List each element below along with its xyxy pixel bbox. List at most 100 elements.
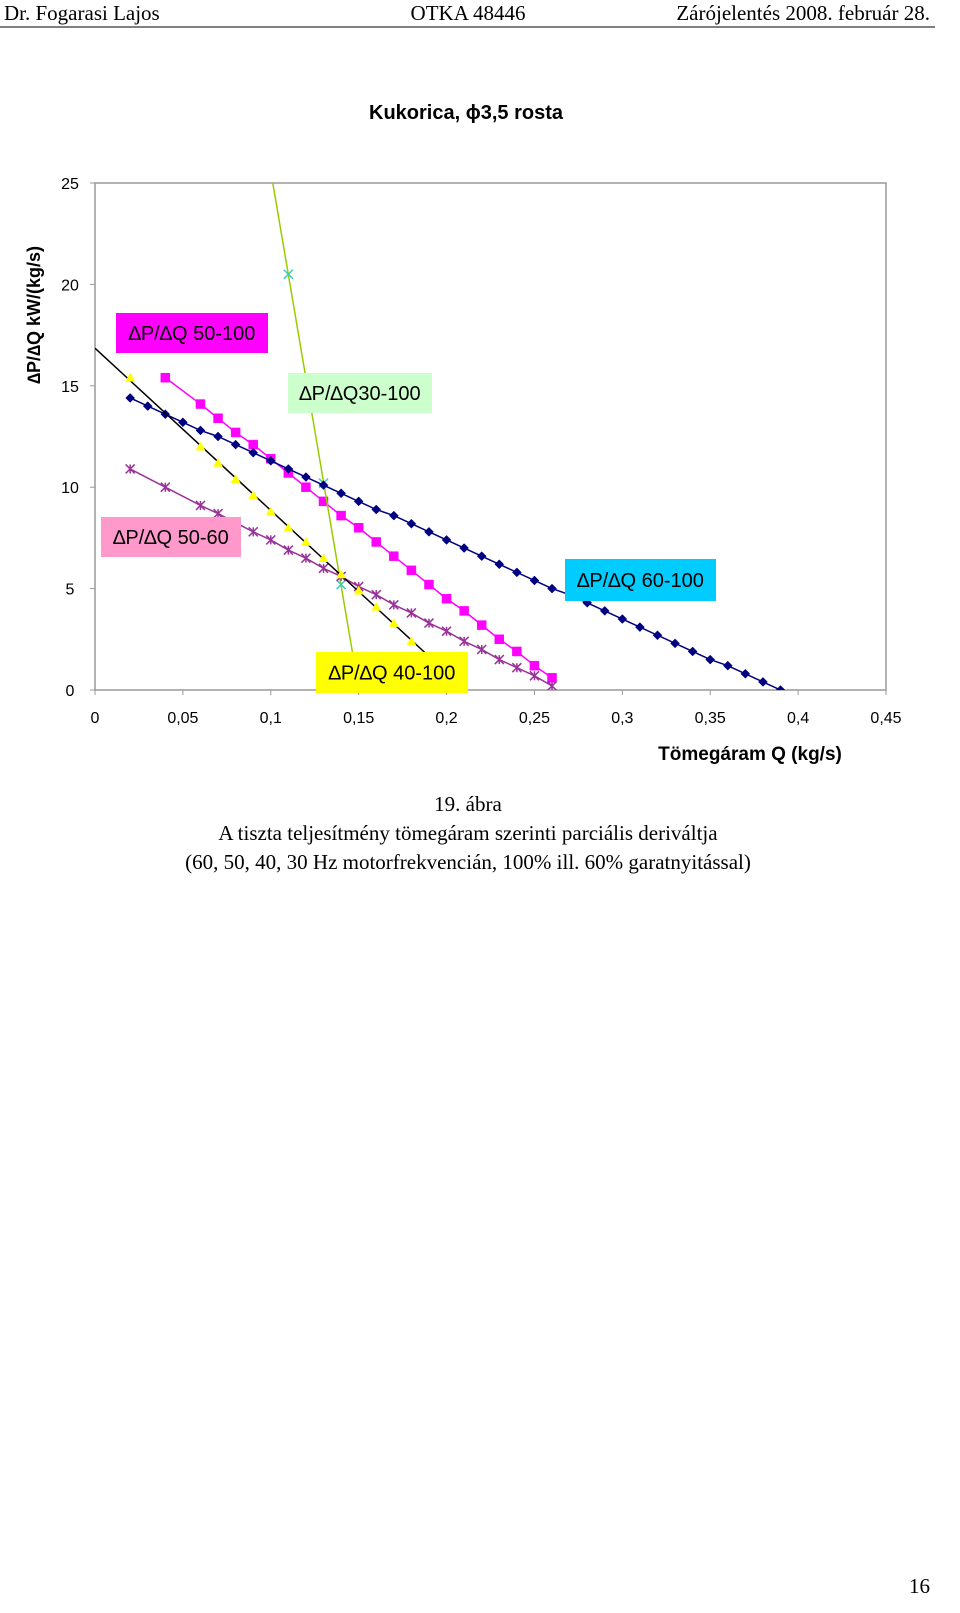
data-point — [125, 372, 136, 382]
y-axis-title: ∆P/∆Q kW/(kg/s) — [24, 246, 44, 384]
data-point — [687, 646, 698, 657]
y-tick-label: 10 — [61, 480, 79, 497]
data-point — [547, 673, 557, 683]
data-point — [459, 606, 469, 616]
data-point — [441, 535, 452, 545]
caption-line: A tiszta teljesítmény tömegáram szerinti… — [218, 821, 718, 845]
data-point — [423, 618, 435, 629]
data-point — [529, 660, 540, 671]
x-tick-label: 0,35 — [695, 710, 726, 727]
data-point — [406, 518, 417, 529]
data-point — [389, 551, 399, 561]
series-label-box — [116, 313, 268, 353]
caption-line: (60, 50, 40, 30 Hz motorfrekvencián, 100… — [185, 850, 751, 874]
data-point — [336, 579, 347, 590]
data-point — [301, 482, 311, 492]
data-point — [529, 575, 540, 586]
data-point — [125, 393, 136, 403]
data-point — [265, 506, 276, 516]
data-point — [283, 522, 294, 532]
data-point — [670, 638, 680, 649]
data-point — [195, 500, 206, 511]
data-point — [511, 662, 522, 673]
data-point — [195, 425, 206, 436]
data-point — [617, 614, 628, 624]
data-point — [388, 510, 399, 521]
data-point — [459, 543, 469, 553]
x-tick-label: 0,4 — [787, 710, 809, 727]
series-label: ∆P/∆Q 60-100 — [577, 570, 704, 592]
data-point — [494, 559, 505, 570]
data-point — [318, 553, 329, 563]
data-point — [353, 585, 364, 595]
series-label: ∆P/∆Q 50-60 — [113, 527, 229, 549]
data-point — [494, 654, 505, 665]
data-point — [476, 620, 487, 630]
data-point — [318, 563, 329, 574]
data-point — [371, 601, 382, 611]
data-point — [705, 654, 716, 665]
x-tick-label: 0,15 — [343, 710, 374, 727]
series-label-box — [288, 373, 432, 413]
data-point — [283, 464, 294, 474]
x-tick-label: 0,1 — [260, 710, 282, 727]
header-project: OTKA 48446 — [411, 1, 526, 25]
caption-line: 19. ábra — [434, 792, 502, 816]
data-point — [125, 463, 136, 474]
data-point — [213, 457, 223, 467]
data-point — [230, 474, 241, 483]
x-tick-label: 0,45 — [870, 710, 901, 727]
data-point — [318, 480, 329, 491]
data-point — [336, 569, 347, 579]
data-point — [160, 372, 171, 383]
data-point — [248, 490, 259, 500]
header-author: Dr. Fogarasi Lajos — [4, 1, 160, 25]
series-line — [164, 377, 553, 679]
y-tick-label: 25 — [61, 176, 79, 193]
series-label-box — [565, 559, 716, 601]
data-point — [248, 439, 258, 450]
data-point — [371, 537, 381, 547]
data-point — [476, 551, 487, 562]
data-point — [213, 508, 224, 519]
data-point — [388, 599, 399, 610]
data-point — [353, 523, 364, 533]
data-point — [740, 668, 751, 679]
data-point — [265, 534, 276, 545]
data-point — [178, 417, 188, 428]
data-point — [230, 427, 241, 438]
data-point — [301, 536, 311, 546]
data-point — [230, 439, 241, 450]
data-point — [283, 545, 294, 556]
data-point — [213, 413, 223, 423]
data-point — [336, 488, 346, 499]
plot-layer — [95, 183, 786, 690]
x-tick-label: 0,05 — [167, 710, 198, 727]
data-point — [512, 646, 522, 657]
data-point — [195, 399, 206, 409]
data-point — [406, 636, 417, 646]
data-point — [635, 622, 645, 632]
series-label: ∆P/∆Q 50-100 — [129, 323, 256, 345]
data-point — [142, 401, 153, 411]
data-point — [301, 472, 311, 482]
data-point — [758, 677, 768, 687]
y-tick-label: 0 — [66, 683, 75, 700]
y-tick-label: 5 — [66, 582, 75, 599]
data-point — [195, 441, 206, 451]
data-point — [353, 496, 364, 507]
data-point — [512, 567, 522, 578]
data-point — [283, 269, 294, 280]
data-point — [406, 607, 417, 618]
data-point — [652, 630, 663, 641]
data-point — [529, 670, 540, 681]
data-point — [459, 636, 470, 647]
data-point — [248, 447, 259, 458]
x-axis-title: Tömegáram Q (kg/s) — [658, 744, 842, 765]
data-point — [599, 606, 610, 616]
data-point — [547, 583, 557, 594]
data-point — [160, 409, 171, 420]
data-point — [424, 579, 434, 590]
